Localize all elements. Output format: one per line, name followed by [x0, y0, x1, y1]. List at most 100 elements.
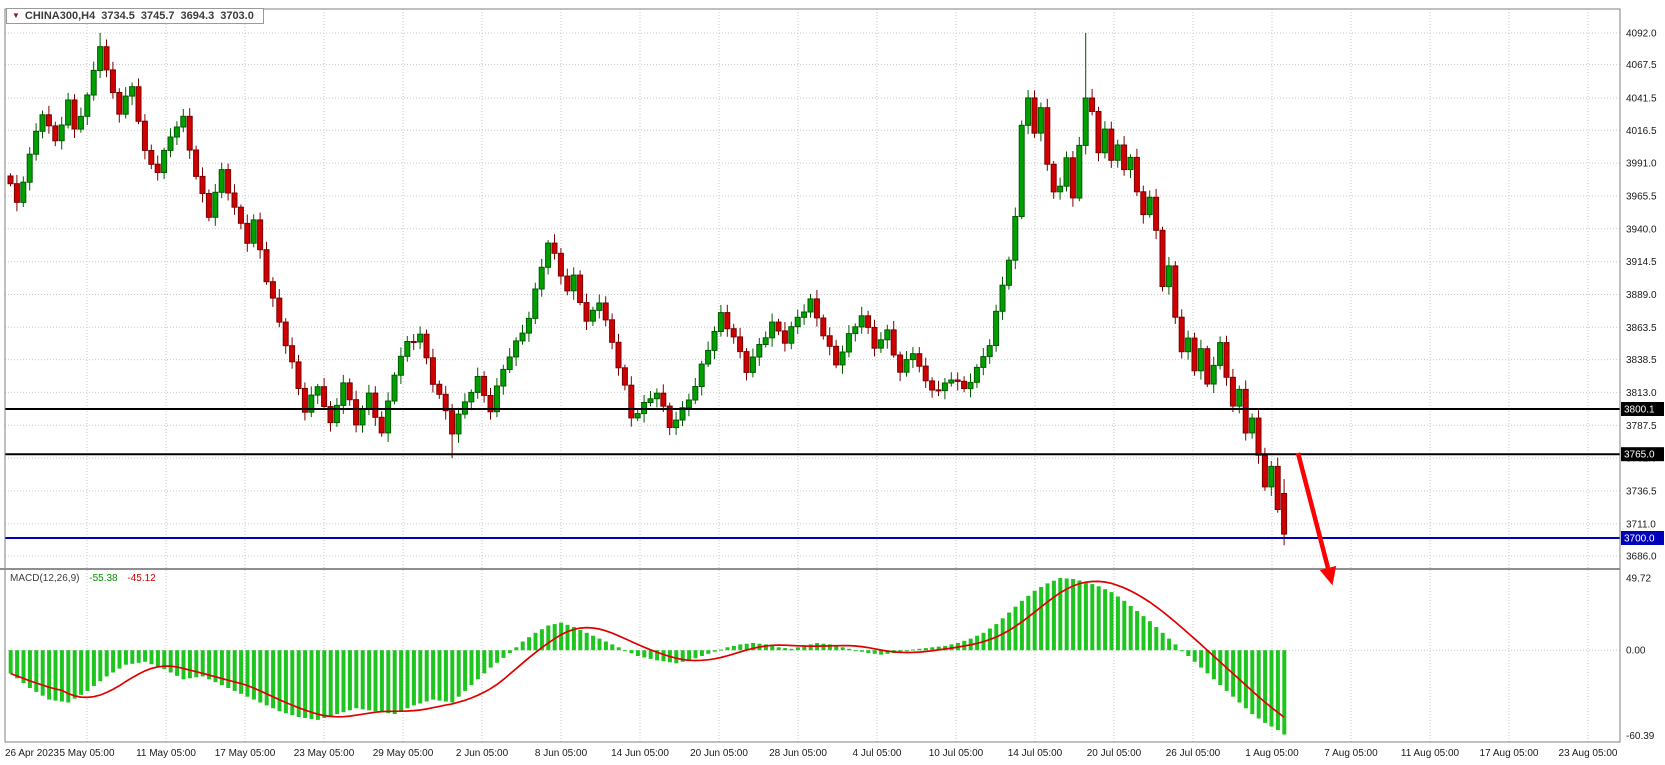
macd-histogram-bar [674, 650, 679, 664]
candle-up [1210, 356, 1217, 393]
candle-body [1076, 144, 1083, 199]
macd-histogram-bar [1115, 596, 1120, 651]
candle-body [39, 114, 46, 132]
candle-down [141, 114, 148, 160]
macd-histogram-bar [1019, 600, 1024, 651]
macd-histogram-bar [34, 650, 39, 692]
macd-histogram-bar [853, 650, 858, 652]
macd-histogram-bar [283, 650, 288, 714]
candle-down [1133, 148, 1140, 196]
candle-body [737, 336, 744, 353]
time-axis-label: 2 Jun 05:00 [456, 748, 509, 759]
candle-up [967, 373, 974, 398]
candle-up [333, 398, 340, 427]
macd-histogram-bar [347, 650, 352, 711]
candle-body [583, 302, 590, 322]
macd-histogram-bar [328, 650, 333, 717]
macd-axis-label: -60.39 [1626, 731, 1655, 742]
candle-down [346, 378, 353, 406]
candle-down [820, 314, 827, 340]
candle-body [97, 46, 104, 71]
candle-body [474, 376, 481, 393]
price-axis-label: 3711.0 [1626, 519, 1656, 530]
candle-down [193, 145, 200, 180]
macd-axis-label: 49.72 [1626, 574, 1651, 585]
macd-histogram-bar [699, 650, 704, 656]
macd-histogram-bar [1071, 579, 1076, 651]
candle-down [577, 270, 584, 306]
macd-histogram-bar [943, 645, 948, 651]
candle-down [602, 296, 609, 327]
price-line-label-bg [1621, 531, 1664, 545]
macd-histogram-bar [706, 650, 711, 654]
candle-down [1178, 309, 1185, 359]
candle-body [1095, 111, 1102, 154]
candle-up [705, 341, 712, 368]
candle-up [711, 326, 718, 360]
candle-down [282, 318, 289, 354]
trend-arrow-annotation[interactable] [1295, 452, 1337, 586]
macd-histogram-bar [802, 645, 807, 651]
candle-body [813, 298, 820, 319]
candle-body [705, 349, 712, 365]
candle-down [1159, 226, 1166, 292]
macd-histogram-bar [117, 650, 122, 669]
candle-body [909, 353, 916, 361]
candle-body [756, 344, 763, 358]
candle-body [244, 222, 251, 244]
candle-down [71, 94, 78, 138]
candle-body [1178, 316, 1185, 353]
candle-body [762, 337, 769, 345]
macd-histogram-bar [21, 650, 26, 684]
macd-histogram-bar [834, 645, 839, 651]
candle-body [1159, 229, 1166, 288]
candle-down [557, 248, 564, 285]
candle-body [199, 175, 206, 194]
price-axis-label: 3940.0 [1626, 224, 1657, 235]
price-line-label-bg [1621, 447, 1664, 462]
macd-histogram-bar [795, 647, 800, 651]
candle-up [903, 351, 910, 377]
candle-down [871, 319, 878, 357]
candle-down [1153, 188, 1160, 240]
macd-histogram-bar [904, 650, 909, 652]
candle-down [423, 329, 430, 365]
macd-histogram-bar [1179, 650, 1184, 652]
candle-down [1229, 368, 1236, 412]
macd-histogram-bar [635, 650, 640, 656]
candle-down [929, 377, 936, 398]
candle-body [410, 341, 417, 343]
candle-body [673, 419, 680, 429]
macd-histogram-bar [40, 650, 45, 696]
one-click-trading-icon[interactable]: ▼ [12, 11, 20, 20]
candle-down [826, 327, 833, 356]
candle-up [1012, 207, 1019, 270]
time-axis-label: 17 May 05:00 [215, 748, 276, 759]
main-plot-area[interactable] [5, 9, 1620, 568]
macd-histogram-bar [930, 647, 935, 651]
time-axis[interactable]: 26 Apr 2023 5 May 05:00 11 May 05:00 17 May… [5, 748, 1618, 759]
time-axis-label: 5 May 05:00 [59, 748, 114, 759]
macd-histogram-bar [1167, 638, 1172, 651]
candle-body [1204, 348, 1211, 385]
candle-body [545, 242, 552, 268]
macd-axis[interactable]: 49.72 0.00 -60.39 [1626, 574, 1655, 743]
macd-histogram-bar [597, 638, 602, 651]
candle-body [1089, 97, 1096, 112]
candle-down [289, 337, 296, 369]
candle-down [449, 403, 456, 459]
candle-down [1140, 185, 1147, 224]
candle-body [525, 317, 532, 334]
candle-body [564, 275, 571, 292]
candle-body [653, 392, 660, 400]
candle-down [301, 382, 308, 421]
macd-histogram-bar [879, 650, 884, 655]
candle-body [1197, 348, 1204, 372]
candle-down [1031, 90, 1038, 138]
macd-histogram-bar [623, 650, 628, 652]
candle-body [71, 99, 78, 130]
candle-body [193, 149, 200, 177]
candle-body [820, 317, 827, 337]
price-line-label-text: 3765.0 [1624, 450, 1655, 461]
candle-body [1069, 157, 1076, 199]
